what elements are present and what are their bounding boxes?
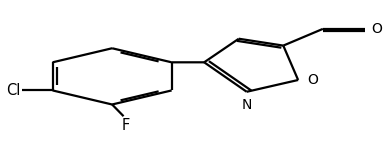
Text: Cl: Cl (6, 83, 20, 98)
Text: O: O (308, 73, 318, 87)
Text: N: N (242, 98, 252, 112)
Text: O: O (371, 22, 382, 36)
Text: F: F (121, 118, 130, 133)
